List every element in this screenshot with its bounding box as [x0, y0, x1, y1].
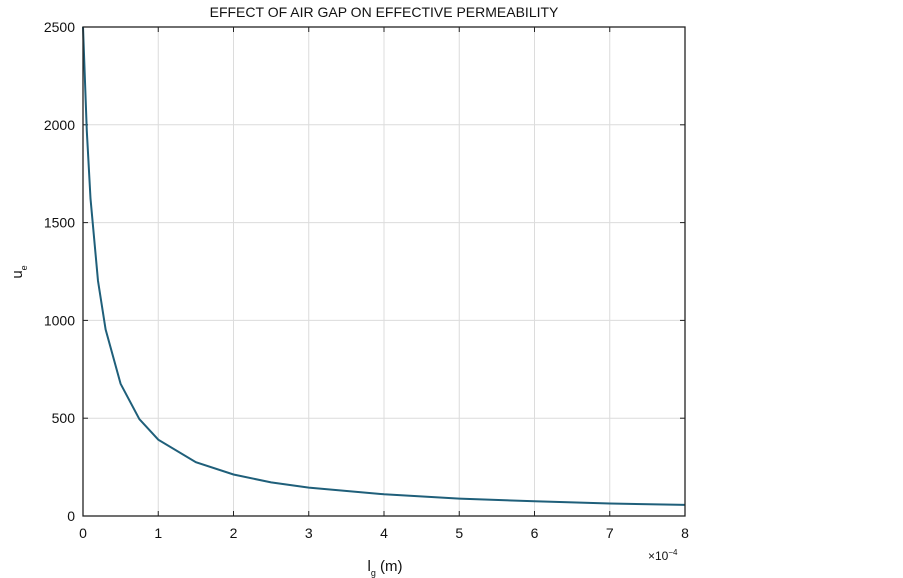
chart-title: EFFECT OF AIR GAP ON EFFECTIVE PERMEABIL… [210, 4, 559, 20]
x-tick-label: 2 [230, 525, 238, 541]
x-axis-label-unit: (m) [376, 558, 403, 575]
x-tick-label: 5 [455, 525, 463, 541]
y-tick-label: 1000 [44, 312, 75, 328]
ticks: 0 1 2 3 4 5 6 7 8 0 500 1000 1500 2000 2500 [44, 19, 689, 541]
y-axis-label-main: u [9, 270, 26, 278]
series-line-ue [82, 26, 686, 506]
y-tick-label: 500 [52, 410, 76, 426]
y-tick-label: 0 [67, 508, 75, 524]
x-tick-label: 6 [531, 525, 539, 541]
y-tick-label: 1500 [44, 215, 75, 231]
x-axis-label-main: l [367, 558, 370, 575]
y-axis-label-sub: e [19, 265, 29, 270]
x-tick-label: 1 [154, 525, 162, 541]
plot-frame [82, 26, 686, 517]
x-multiplier-exp: −4 [668, 548, 678, 557]
x-tick-label: 8 [681, 525, 689, 541]
y-tick-label: 2500 [44, 19, 75, 35]
x-tick-label: 0 [79, 525, 87, 541]
x-tick-label: 4 [380, 525, 388, 541]
x-tick-label: 7 [606, 525, 614, 541]
x-tick-label: 3 [305, 525, 313, 541]
x-axis-label: lg (m) [367, 558, 402, 578]
grid [82, 26, 686, 517]
y-tick-label: 2000 [44, 117, 75, 133]
x-axis-label-sub: g [371, 568, 376, 578]
x-multiplier-base: ×10 [648, 549, 669, 563]
x-multiplier: ×10−4 [648, 548, 678, 563]
y-axis-label: ue [9, 265, 29, 278]
